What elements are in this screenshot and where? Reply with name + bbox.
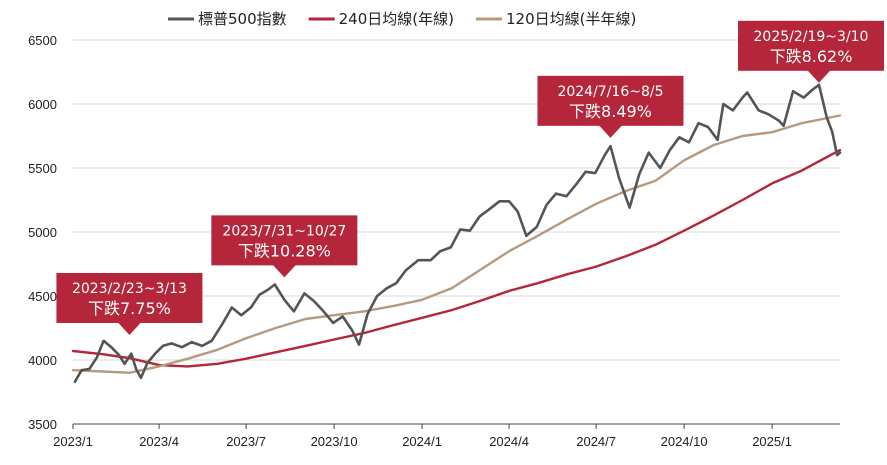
callout-date-range: 2023/7/31~10/27 [222,223,346,239]
y-tick-label: 3500 [28,417,57,432]
callout-decline: 下跌10.28% [238,241,331,260]
callout-date-range: 2023/2/23~3/13 [72,281,187,297]
legend-label: 標普500指數 [198,10,287,28]
x-tick-label: 2025/1 [752,434,792,449]
ma240-line [71,148,842,368]
x-tick-label: 2024/4 [489,434,529,449]
x-tick-label: 2023/10 [311,434,358,449]
x-tick-label: 2023/7 [226,434,266,449]
callout-2: 2023/7/31~10/27 下跌10.28% [211,215,358,278]
y-tick-label: 6500 [28,33,57,48]
legend-label: 120日均線(半年線) [506,10,636,28]
callout-box [537,75,684,126]
callout-decline: 下跌8.49% [569,102,652,121]
x-axis-ticks: 2023/1 2023/4 2023/7 2023/10 2024/1 2024/4 202… [53,424,792,449]
callout-box [738,20,884,71]
legend: 標普500指數 240日均線(年線) 120日均線(半年線) [168,10,636,28]
series-lines [71,83,842,384]
callout-decline: 下跌8.62% [770,47,853,66]
y-tick-label: 4000 [28,353,57,368]
callout-decline: 下跌7.75% [88,299,171,318]
x-tick-label: 2024/1 [402,434,442,449]
callout-pointer [598,124,623,138]
callout-4: 2025/2/19~3/10 下跌8.62% [738,20,884,83]
annotation-callouts: 2023/2/23~3/13 下跌7.75% 2023/7/31~10/27 下跌10… [56,20,884,335]
callout-box [211,215,358,266]
legend-label: 240日均線(年線) [339,10,454,28]
x-tick-label: 2024/7 [576,434,616,449]
callout-pointer [806,69,831,83]
x-tick-label: 2023/1 [53,434,93,449]
callout-pointer [272,264,297,278]
x-tick-label: 2024/10 [661,434,708,449]
sp500-index-line [73,83,842,384]
y-tick-label: 5500 [28,161,57,176]
x-tick-label: 2023/4 [139,434,179,449]
y-tick-label: 4500 [28,289,57,304]
callout-date-range: 2025/2/19~3/10 [754,29,869,45]
ma120-line [71,114,842,374]
callout-box [56,272,203,323]
callout-3: 2024/7/16~8/5 下跌8.49% [537,75,684,138]
callout-1: 2023/2/23~3/13 下跌7.75% [56,272,203,335]
callout-pointer [117,321,142,335]
callout-date-range: 2024/7/16~8/5 [557,84,663,100]
y-tick-label: 6000 [28,97,57,112]
y-axis-ticks: 6500 6000 5500 5000 4500 4000 3500 [28,33,57,432]
y-tick-label: 5000 [28,225,57,240]
